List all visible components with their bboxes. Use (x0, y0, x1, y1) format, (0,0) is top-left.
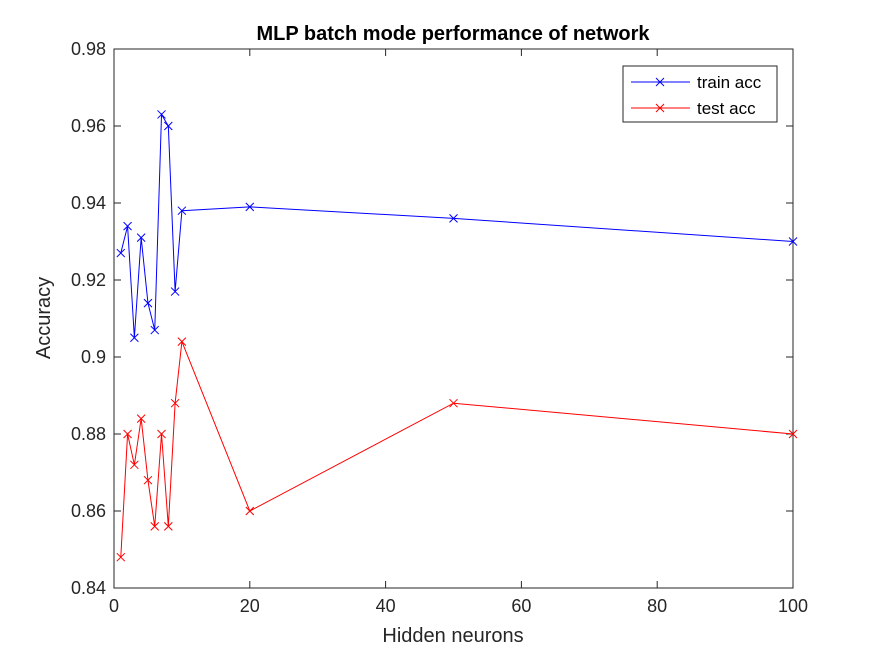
data-point-train-acc (245, 202, 255, 212)
data-point-train-acc (130, 333, 139, 343)
chart-title: MLP batch mode performance of network (256, 23, 650, 45)
marker-stroke (157, 429, 166, 439)
data-point-train-acc (150, 325, 160, 335)
marker-stroke (130, 333, 139, 343)
y-tick-label: 0.96 (71, 116, 106, 136)
data-point-test-acc (170, 398, 180, 408)
marker-stroke (245, 202, 255, 212)
y-axis-label: Accuracy (33, 277, 55, 359)
data-point-train-acc (163, 121, 173, 131)
data-point-test-acc (150, 522, 160, 531)
legend-label-train-acc: train acc (697, 73, 762, 92)
marker-stroke (177, 206, 187, 216)
data-point-train-acc (449, 214, 458, 223)
plot-area: 0 20 40 60 80 100 0.84 0.86 0.88 0.9 0.92 0.94 0.96 0… (71, 39, 808, 616)
x-tick-label: 100 (778, 596, 808, 616)
marker-stroke (163, 121, 173, 131)
x-tick-label: 0 (109, 596, 119, 616)
data-point-test-acc (157, 429, 166, 439)
y-tick-label: 0.9 (81, 347, 106, 367)
marker-stroke (170, 398, 180, 408)
data-point-test-acc (177, 337, 187, 346)
data-point-train-acc (788, 237, 798, 246)
marker-stroke (116, 552, 126, 562)
y-tick-label: 0.98 (71, 39, 106, 59)
data-point-test-acc (449, 398, 458, 408)
data-point-test-acc (788, 429, 798, 439)
data-point-train-acc (136, 233, 146, 243)
marker-stroke (788, 237, 798, 246)
marker-stroke (143, 298, 153, 308)
marker-stroke (143, 475, 153, 485)
x-tick-label: 20 (240, 596, 260, 616)
legend-marker (655, 103, 665, 113)
marker-stroke (170, 287, 180, 296)
series-line-test-acc (120, 341, 794, 558)
data-point-test-acc (245, 506, 255, 516)
marker-stroke (788, 429, 798, 439)
data-point-train-acc (123, 221, 132, 231)
y-tick-label: 0.94 (71, 193, 106, 213)
y-tick-label: 0.92 (71, 270, 106, 290)
marker-stroke (449, 398, 458, 408)
x-axis-label: Hidden neurons (382, 625, 523, 647)
x-tick-label: 40 (376, 596, 396, 616)
marker-stroke (245, 506, 255, 516)
marker-stroke (449, 214, 458, 223)
legend: train acc test acc (622, 65, 778, 123)
data-point-train-acc (157, 110, 166, 119)
marker-stroke (116, 248, 126, 258)
legend-marker (655, 77, 665, 87)
axes-box (113, 48, 794, 589)
data-point-test-acc (130, 460, 139, 470)
marker-stroke (136, 414, 146, 423)
marker-stroke (163, 522, 173, 531)
data-point-test-acc (123, 429, 132, 439)
data-point-test-acc (163, 522, 173, 531)
marker-stroke (177, 337, 187, 346)
marker-stroke (150, 325, 160, 335)
series-line-train-acc (120, 112, 794, 338)
marker-stroke (150, 522, 160, 531)
data-point-train-acc (170, 287, 180, 296)
marker-stroke (157, 110, 166, 119)
data-point-train-acc (116, 248, 126, 258)
y-tick-label: 0.88 (71, 424, 106, 444)
x-tick-label: 60 (511, 596, 531, 616)
y-tick-label: 0.86 (71, 501, 106, 521)
data-point-train-acc (143, 298, 153, 308)
data-point-train-acc (177, 206, 187, 216)
data-point-test-acc (116, 552, 126, 562)
marker-stroke (136, 233, 146, 243)
data-point-test-acc (143, 475, 153, 485)
data-point-test-acc (136, 414, 146, 423)
legend-box (622, 65, 778, 123)
marker-stroke (130, 460, 139, 470)
y-tick-label: 0.84 (71, 578, 106, 598)
x-tick-label: 80 (647, 596, 667, 616)
marker-stroke (123, 429, 132, 439)
legend-label-test-acc: test acc (697, 99, 756, 118)
marker-stroke (123, 221, 132, 231)
